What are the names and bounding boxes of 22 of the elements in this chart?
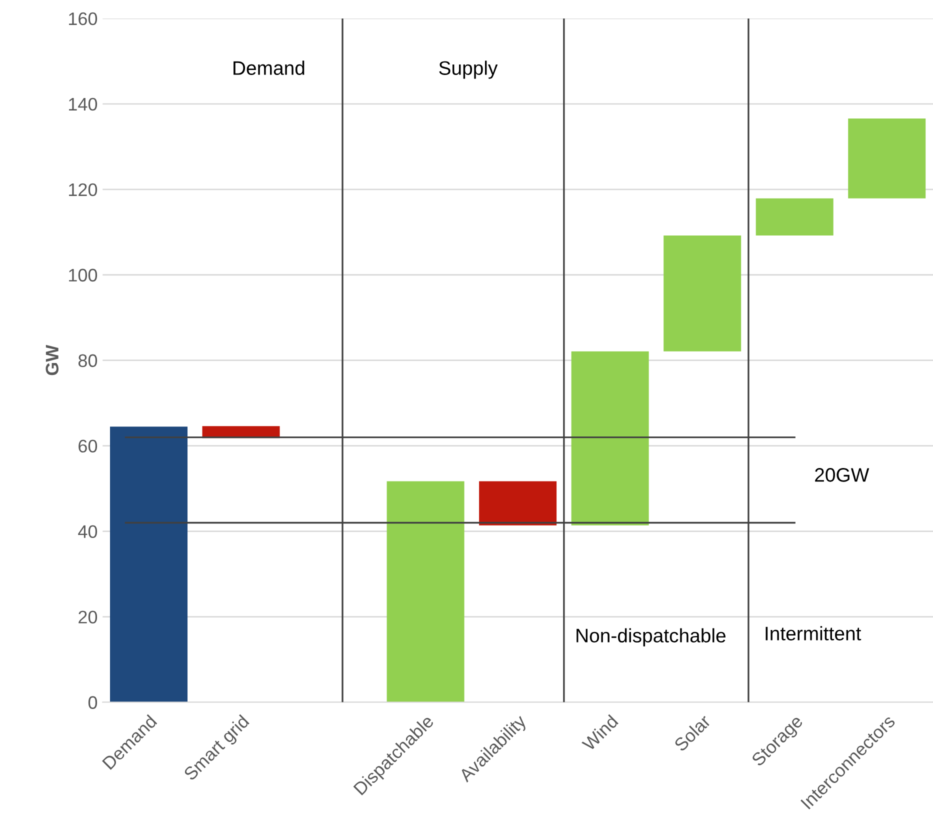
y-tick-label: 100 [69,268,98,282]
annotation: Intermittent [766,626,862,640]
bar [110,426,188,702]
y-tick-label: 140 [69,98,98,111]
annotation: 20GW [815,468,870,482]
bar [386,481,464,702]
bar [479,481,557,526]
y-tick-label: 80 [78,354,98,368]
y-tick-label: 20 [78,610,98,624]
bar [664,236,742,352]
y-tick-label: 60 [78,440,98,453]
annotation: Non-dispatchable [576,628,726,646]
annotation: Supply [439,60,498,79]
y-tick-label: 40 [78,525,98,538]
y-tick-label: 0 [88,696,98,709]
bar [756,198,834,236]
y-tick-label: 120 [69,183,98,196]
y-tick-label: 160 [69,12,98,26]
y-axis-title: GW [46,344,59,376]
bar [571,351,649,526]
annotation: Demand [234,60,304,75]
bar [848,118,926,198]
